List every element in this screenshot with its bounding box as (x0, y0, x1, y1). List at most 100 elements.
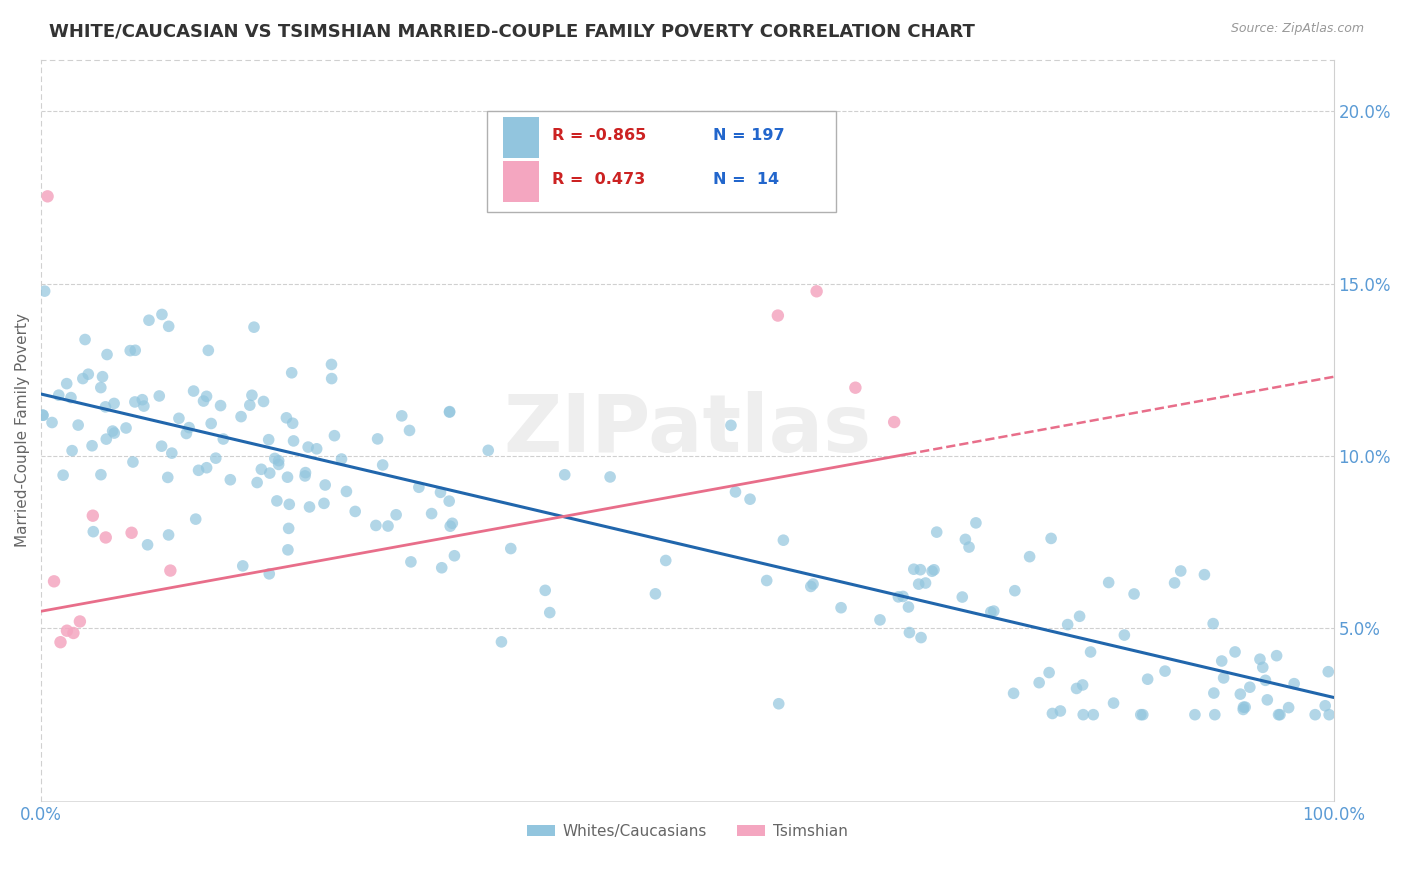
Point (364, 518, 387, 533)
Point (94, 400, 117, 414)
Point (755, 574, 778, 588)
Point (538, 606, 561, 620)
Point (195, 389, 218, 403)
Point (136, 538, 159, 552)
Point (1184, 707, 1206, 722)
Point (267, 458, 290, 472)
Point (1080, 645, 1102, 659)
Point (408, 480, 430, 494)
Point (239, 398, 262, 412)
Point (312, 496, 335, 510)
Point (321, 371, 343, 385)
Point (1028, 675, 1050, 690)
Point (52, 468, 75, 483)
Point (250, 462, 273, 476)
Point (96, 347, 118, 361)
Point (955, 533, 977, 547)
Point (1251, 660, 1274, 674)
Point (1267, 707, 1289, 722)
Point (335, 484, 357, 499)
Point (439, 519, 461, 533)
Point (1232, 702, 1254, 716)
Point (232, 558, 254, 573)
Point (283, 434, 305, 448)
Point (1223, 645, 1246, 659)
Text: WHITE/CAUCASIAN VS TSIMSHIAN MARRIED-COUPLE FAMILY POVERTY CORRELATION CHART: WHITE/CAUCASIAN VS TSIMSHIAN MARRIED-COU… (49, 22, 976, 40)
Point (887, 590, 910, 604)
Point (1170, 564, 1192, 578)
Point (1202, 616, 1225, 631)
Point (1303, 707, 1326, 722)
Point (150, 439, 173, 453)
Point (240, 388, 263, 402)
Point (1234, 700, 1257, 714)
Point (965, 516, 987, 530)
Point (980, 605, 1002, 619)
Point (437, 494, 460, 508)
Point (77, 368, 100, 382)
Point (1211, 654, 1233, 668)
Point (82, 524, 104, 539)
Point (37, 189, 59, 203)
Point (1056, 617, 1078, 632)
Point (1042, 706, 1064, 721)
Point (56, 624, 79, 638)
Text: N =  14: N = 14 (713, 172, 779, 187)
Point (1071, 678, 1094, 692)
Point (60, 443, 83, 458)
Point (132, 399, 155, 413)
Point (1123, 587, 1146, 601)
Point (391, 409, 413, 423)
Point (1114, 628, 1136, 642)
Point (1004, 583, 1026, 598)
Point (443, 549, 465, 563)
Point (115, 421, 138, 435)
Point (430, 560, 453, 574)
Point (983, 604, 1005, 618)
Point (156, 470, 179, 484)
Point (157, 319, 180, 334)
Point (281, 416, 304, 430)
Legend: Whites/Caucasians, Tsimshian: Whites/Caucasians, Tsimshian (522, 818, 853, 845)
Point (1018, 549, 1040, 564)
Point (259, 566, 281, 581)
Point (398, 424, 420, 438)
Point (67, 418, 90, 433)
Point (1129, 707, 1152, 722)
Point (80, 439, 103, 453)
Point (724, 484, 747, 499)
Point (48, 388, 70, 402)
Point (42, 574, 65, 589)
Point (439, 405, 461, 419)
Text: Source: ZipAtlas.com: Source: ZipAtlas.com (1230, 22, 1364, 36)
Point (209, 399, 232, 413)
Point (377, 519, 399, 533)
Point (267, 453, 290, 467)
Point (90, 381, 112, 395)
Point (150, 308, 173, 322)
Point (897, 599, 920, 614)
Point (277, 521, 299, 535)
Point (922, 563, 945, 577)
Point (148, 389, 170, 403)
Point (298, 500, 321, 514)
Point (229, 409, 252, 424)
Point (1282, 676, 1305, 690)
Point (1071, 707, 1094, 722)
Point (768, 697, 790, 711)
Point (1002, 686, 1025, 700)
Point (94, 531, 117, 545)
Point (491, 635, 513, 649)
Point (1102, 696, 1125, 710)
FancyBboxPatch shape (502, 117, 538, 158)
Point (297, 440, 319, 454)
Point (1278, 700, 1301, 714)
Point (184, 512, 207, 526)
Text: N = 197: N = 197 (713, 128, 785, 144)
Point (280, 366, 302, 380)
Point (122, 455, 145, 469)
Point (914, 576, 936, 591)
Point (1154, 664, 1177, 678)
Text: R =  0.473: R = 0.473 (551, 172, 645, 187)
Point (429, 485, 451, 500)
